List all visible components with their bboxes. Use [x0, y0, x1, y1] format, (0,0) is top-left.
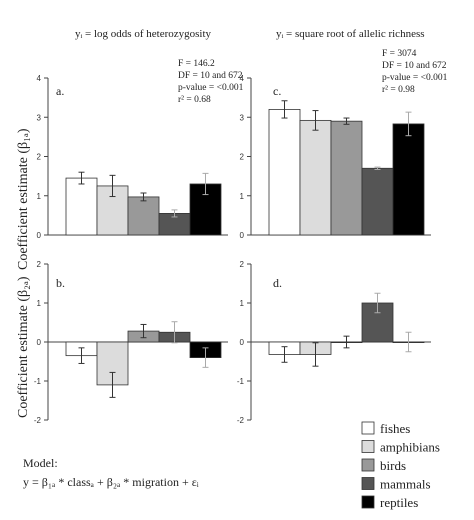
y-tick-label: 1 — [240, 192, 245, 201]
stat-f-left: F = 146.2 — [178, 59, 215, 69]
panel-b: -2 -1 0 1 2 b. — [34, 260, 228, 425]
bar-birds — [127, 196, 160, 236]
panel-letter: a. — [56, 84, 64, 98]
stat-p-right: p-value = <0.001 — [382, 73, 448, 83]
stat-r2-right: r² = 0.98 — [382, 85, 415, 95]
stat-f-right: F = 3074 — [382, 49, 417, 59]
legend-label-amphibians: amphibians — [380, 440, 440, 455]
legend-label-mammals: mammals — [380, 477, 431, 492]
legend-swatch-reptiles — [361, 495, 375, 509]
model-label: Model: — [23, 456, 58, 470]
y-tick-label: 1 — [240, 299, 245, 308]
y-tick-label: 3 — [240, 113, 245, 122]
left-title: yᵢ = log odds of heterozygosity — [75, 28, 212, 40]
y-tick-label: 2 — [37, 153, 42, 162]
right-title: yᵢ = square root of allelic richness — [276, 28, 425, 40]
model-equation: y = β₁ₐ * classₐ + β₂ₐ * migration + εᵢ — [23, 475, 199, 489]
y-tick-label: 3 — [37, 113, 42, 122]
y-axis-label-top: Coefficient estimate (β₁ₐ) — [16, 128, 31, 270]
stats-right: F = 3074 DF = 10 and 672 p-value = <0.00… — [382, 49, 448, 95]
bar-birds — [330, 120, 363, 236]
y-tick-label: -2 — [237, 416, 245, 425]
legend-swatch-fishes — [361, 421, 375, 435]
stat-df-right: DF = 10 and 672 — [382, 61, 447, 71]
y-tick-label: 2 — [240, 260, 245, 269]
stat-p-left: p-value = <0.001 — [178, 83, 244, 93]
panel-c: 0 1 2 3 4 c. — [240, 74, 431, 240]
stats-left: F = 146.2 DF = 10 and 672 p-value = <0.0… — [178, 59, 244, 105]
panel-letter: d. — [273, 276, 282, 290]
stat-df-left: DF = 10 and 672 — [178, 71, 243, 81]
y-axis-label-bottom: Coefficient estimate (β₂ₐ) — [16, 276, 31, 418]
y-tick-label: -1 — [237, 377, 245, 386]
y-tick-label: -1 — [34, 377, 42, 386]
legend-label-fishes: fishes — [380, 421, 410, 436]
y-tick-label: 0 — [240, 231, 245, 240]
bar-fishes — [268, 109, 301, 236]
y-tick-label: 1 — [37, 299, 42, 308]
y-tick-label: 1 — [37, 192, 42, 201]
legend: fishes amphibians birds mammals reptiles — [361, 421, 440, 510]
bar-reptiles — [392, 123, 425, 236]
y-tick-label: 0 — [37, 231, 42, 240]
legend-label-reptiles: reptiles — [380, 495, 418, 510]
y-tick-label: 4 — [37, 74, 42, 83]
panel-letter: c. — [273, 84, 281, 98]
y-tick-label: 0 — [37, 338, 42, 347]
bar-mammals — [361, 167, 394, 236]
stat-r2-left: r² = 0.68 — [178, 95, 211, 105]
y-tick-label: -2 — [34, 416, 42, 425]
legend-swatch-mammals — [361, 477, 375, 490]
panel-a: 0 1 2 3 4 a. — [37, 74, 228, 240]
y-tick-label: 4 — [240, 74, 245, 83]
panel-letter: b. — [56, 276, 65, 290]
y-tick-label: 0 — [240, 338, 245, 347]
legend-label-birds: birds — [380, 458, 406, 473]
legend-swatch-birds — [361, 458, 375, 472]
legend-swatch-amphibians — [361, 440, 375, 453]
bar-fishes — [65, 177, 98, 236]
panel-d: -2 -1 0 1 2 d. — [237, 260, 431, 425]
y-tick-label: 2 — [240, 153, 245, 162]
y-tick-label: 2 — [37, 260, 42, 269]
bar-amphibians — [299, 119, 332, 236]
